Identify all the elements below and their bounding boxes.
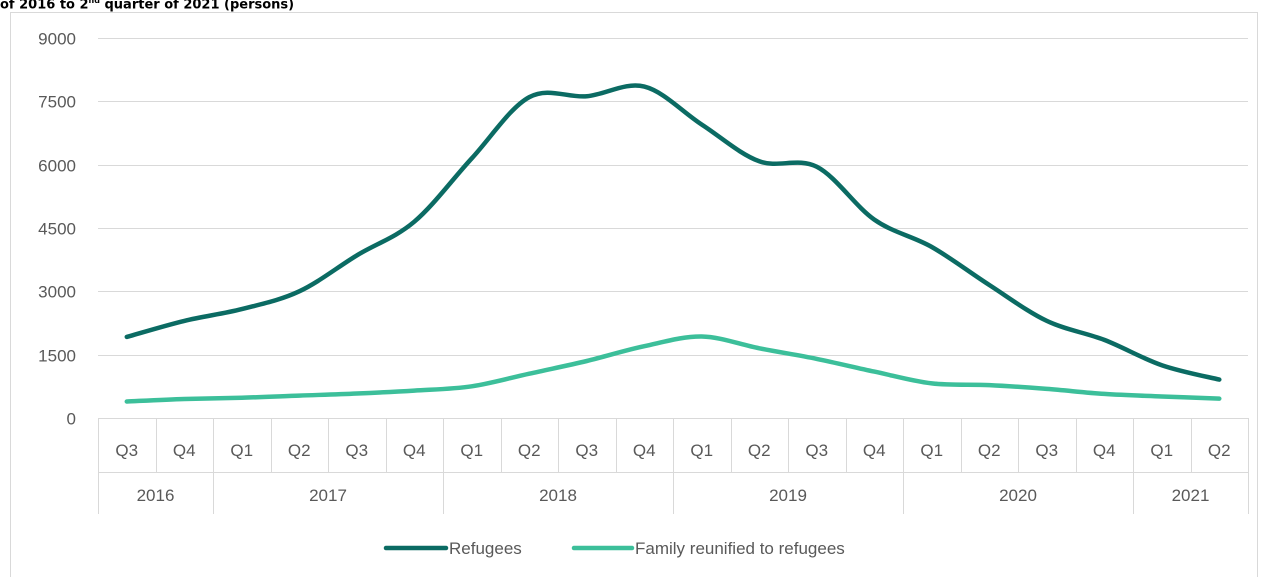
x-tick-label: Q4 <box>633 441 656 460</box>
legend-label: Refugees <box>449 539 522 558</box>
x-tick-label: Q4 <box>1093 441 1116 460</box>
chart-border <box>10 12 1258 577</box>
x-tick-label: Q1 <box>460 441 483 460</box>
series-line-refugees <box>124 83 1222 382</box>
year-label: 2017 <box>309 486 347 505</box>
year-label: 2019 <box>769 486 807 505</box>
y-tick-label: 1500 <box>38 347 76 366</box>
x-tick-label: Q3 <box>575 441 598 460</box>
y-tick-label: 3000 <box>38 283 76 302</box>
x-tick-label: Q2 <box>288 441 311 460</box>
x-tick-label: Q2 <box>1208 441 1231 460</box>
series-line-family-reunified <box>124 334 1222 404</box>
x-tick-label: Q1 <box>920 441 943 460</box>
x-tick-label: Q4 <box>403 441 426 460</box>
x-tick-label: Q1 <box>1150 441 1173 460</box>
legend-label: Family reunified to refugees <box>635 539 845 558</box>
x-tick-label: Q2 <box>748 441 771 460</box>
chart-caption: of 2016 to 2nd quarter of 2021 (persons) <box>0 0 295 13</box>
x-tick-label: Q2 <box>978 441 1001 460</box>
x-tick-label: Q3 <box>345 441 368 460</box>
y-tick-label: 7500 <box>38 93 76 112</box>
x-tick-label: Q1 <box>690 441 713 460</box>
y-tick-label: 6000 <box>38 157 76 176</box>
x-tick-label: Q1 <box>230 441 253 460</box>
year-label: 2018 <box>539 486 577 505</box>
year-label: 2016 <box>137 486 175 505</box>
x-tick-label: Q3 <box>805 441 828 460</box>
y-tick-label: 9000 <box>38 30 76 49</box>
x-tick-label: Q3 <box>115 441 138 460</box>
y-tick-label: 4500 <box>38 220 76 239</box>
year-label: 2020 <box>999 486 1037 505</box>
y-tick-label: 0 <box>67 410 76 429</box>
x-tick-label: Q3 <box>1035 441 1058 460</box>
x-tick-label: Q2 <box>518 441 541 460</box>
year-label: 2021 <box>1172 486 1210 505</box>
x-tick-label: Q4 <box>863 441 886 460</box>
x-tick-label: Q4 <box>173 441 196 460</box>
